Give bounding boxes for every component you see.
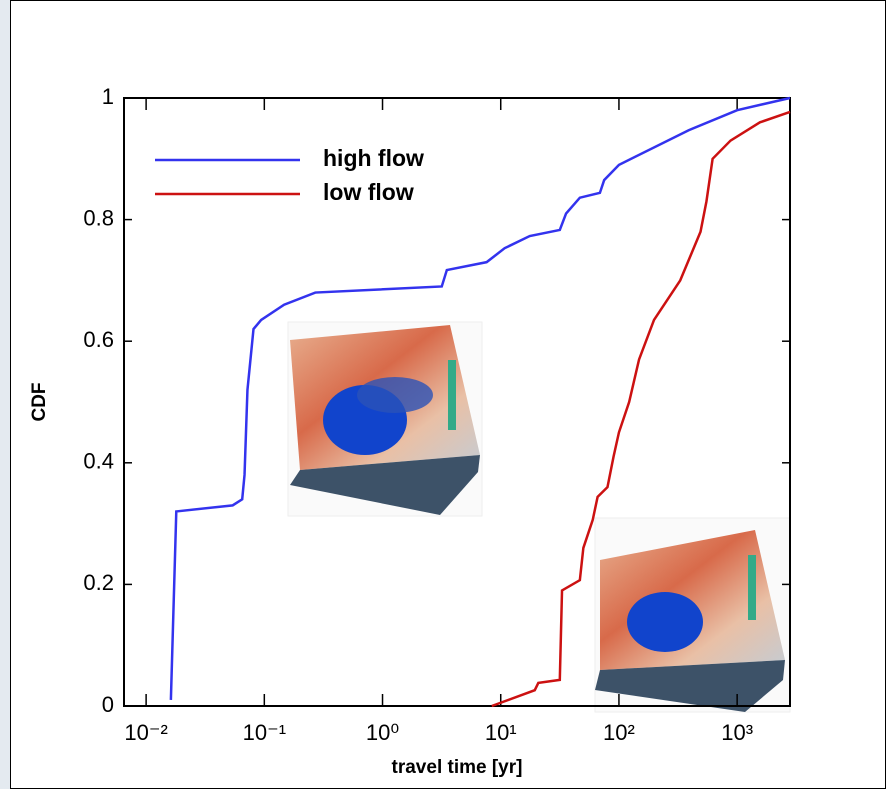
- x-tick-label: 10²: [603, 720, 635, 745]
- y-axis-label: CDF: [29, 382, 50, 421]
- x-tick-label: 10³: [721, 720, 753, 745]
- legend-label: low flow: [323, 179, 414, 205]
- data-line: [169, 96, 791, 700]
- x-tick-label: 10¹: [485, 720, 517, 745]
- side-strip: [0, 0, 10, 789]
- x-tick-label: 10⁻²: [124, 720, 167, 745]
- data-line: [491, 110, 791, 708]
- inset-image-2: [594, 517, 791, 713]
- y-tick-label: 1: [102, 84, 114, 109]
- y-tick-label: 0.6: [83, 327, 114, 352]
- y-tick-label: 0: [102, 692, 114, 717]
- y-tick-label: 0.2: [83, 570, 114, 595]
- legend-label: high flow: [323, 145, 424, 171]
- x-axis-label: travel time [yr]: [392, 757, 523, 778]
- y-tick-label: 0.4: [83, 449, 114, 474]
- plot-frame: [123, 97, 791, 707]
- x-tick-label: 10⁻¹: [243, 720, 286, 745]
- y-tick-label: 0.8: [83, 205, 114, 230]
- x-tick-label: 10⁰: [366, 720, 399, 745]
- inset-image-1: [287, 321, 483, 517]
